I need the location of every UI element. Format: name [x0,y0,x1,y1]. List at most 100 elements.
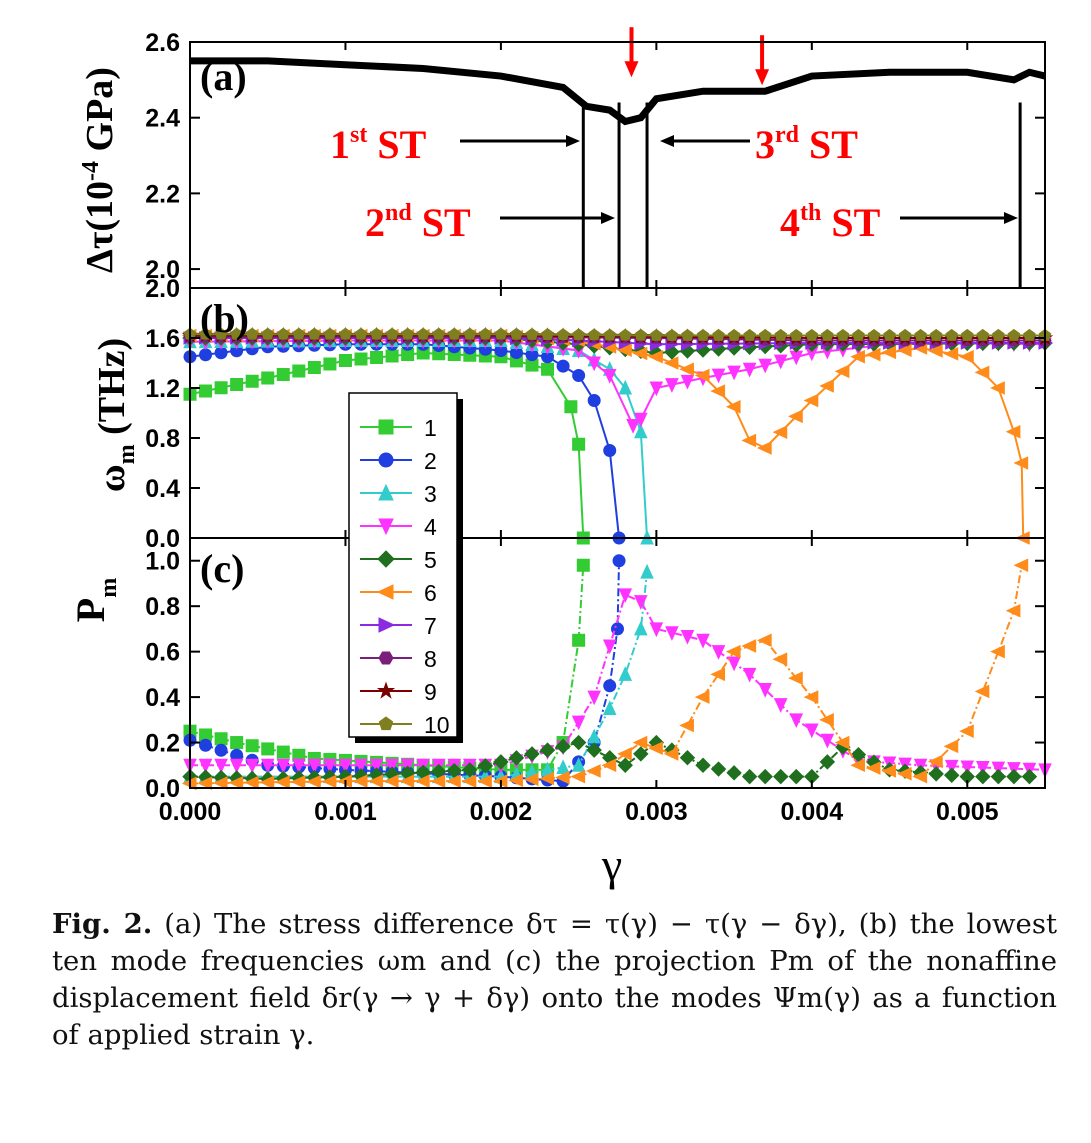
legend-marker-6 [376,584,394,600]
data-point-10 [354,327,368,340]
data-point-6 [663,356,679,370]
legend-label: 3 [424,481,437,507]
data-point-6 [943,347,959,361]
data-point-1 [370,351,384,364]
data-point-6 [943,739,959,754]
data-point-10 [261,327,275,340]
annotation-arrow-head [1004,212,1018,224]
data-point-6 [772,425,788,439]
panel-c-frame [189,537,1046,789]
data-point-1 [276,745,290,759]
data-point-6 [399,774,415,788]
data-point-4 [634,412,648,428]
data-point-6 [912,769,928,784]
data-point-4 [602,369,617,384]
data-point-10 [945,328,959,341]
legend-marker-4 [378,518,394,536]
data-point-10 [929,328,943,341]
data-point-10 [774,328,788,341]
data-point-10 [743,328,756,341]
panel-a-frame [189,41,1046,289]
data-point-6 [927,344,943,358]
annotation-arrow-head [601,212,615,224]
data-point-5 [570,734,587,751]
data-point-2 [603,444,617,457]
data-point-6 [290,775,306,789]
data-point-6 [383,774,399,788]
y-tick-label: 2.0 [145,256,180,284]
ylabel-c: Pm [68,578,122,622]
data-point-4 [602,639,617,655]
series-line-2 [189,343,621,539]
panel-b [181,326,1054,545]
data-point-5 [493,754,509,770]
data-point-1 [292,364,306,378]
caption-text: (a) The stress difference δτ = τ(γ) − τ(… [52,908,1057,1051]
data-point-1 [307,361,321,374]
legend-label: 10 [424,712,450,738]
data-point-10 [339,327,352,340]
st-annotation: 3rd ST [755,122,858,167]
data-point-5 [695,757,711,773]
x-ticks: 0.000 0.001 0.002 0.003 0.004 0.005 [159,42,999,826]
data-point-5 [679,749,696,766]
data-point-4 [276,758,291,774]
data-point-4 [758,683,772,698]
data-point-10 [634,328,648,341]
legend-marker-5 [377,550,395,568]
data-point-6 [1005,424,1021,439]
data-point-6 [850,758,865,773]
data-point-1 [261,371,275,385]
data-point-6 [461,774,477,788]
data-point-6 [228,775,244,790]
data-point-4 [618,588,633,604]
data-point-10 [245,327,259,340]
panel-c [181,554,1052,791]
data-point-10 [525,327,539,340]
legend-marker-1 [378,419,394,435]
data-point-6 [321,774,337,789]
data-point-6 [585,764,601,778]
data-point-10 [603,328,617,341]
data-point-4 [773,698,788,713]
data-point-3 [640,563,654,579]
data-point-1 [245,739,259,753]
st-annotation: 1st ST [330,122,427,167]
data-point-1 [572,633,586,647]
data-point-1 [230,378,244,391]
data-point-1 [214,381,228,395]
data-point-1 [564,400,578,414]
data-point-4 [680,374,695,390]
annotation-arrow-head [566,135,580,147]
data-point-3 [556,759,570,775]
legend-marker-2 [378,452,394,468]
data-point-6 [725,399,741,414]
data-point-6 [694,690,710,704]
data-point-2 [612,554,626,568]
data-point-10 [447,327,461,340]
data-point-6 [896,343,912,357]
data-point-4 [727,365,741,381]
data-point-4 [323,758,337,774]
data-point-4 [711,368,726,384]
panel-label-b: (b) [200,296,249,341]
st-annotation: 2nd ST [365,200,471,245]
legend-label: 4 [424,514,437,540]
panel-a [190,27,1046,288]
data-point-6 [974,365,990,380]
data-point-6 [632,346,648,361]
data-point-6 [679,362,694,377]
data-point-6 [990,644,1005,659]
data-point-6 [756,441,772,455]
data-point-4 [385,758,399,774]
legend-label: 8 [424,646,437,672]
data-point-1 [572,437,586,451]
data-point-10 [805,328,819,341]
data-point-1 [323,357,337,371]
data-point-4 [789,713,804,729]
data-point-6 [446,774,461,788]
data-point-1 [199,384,213,398]
data-point-6 [881,764,897,778]
data-point-3 [602,700,617,715]
data-point-6 [306,774,321,789]
